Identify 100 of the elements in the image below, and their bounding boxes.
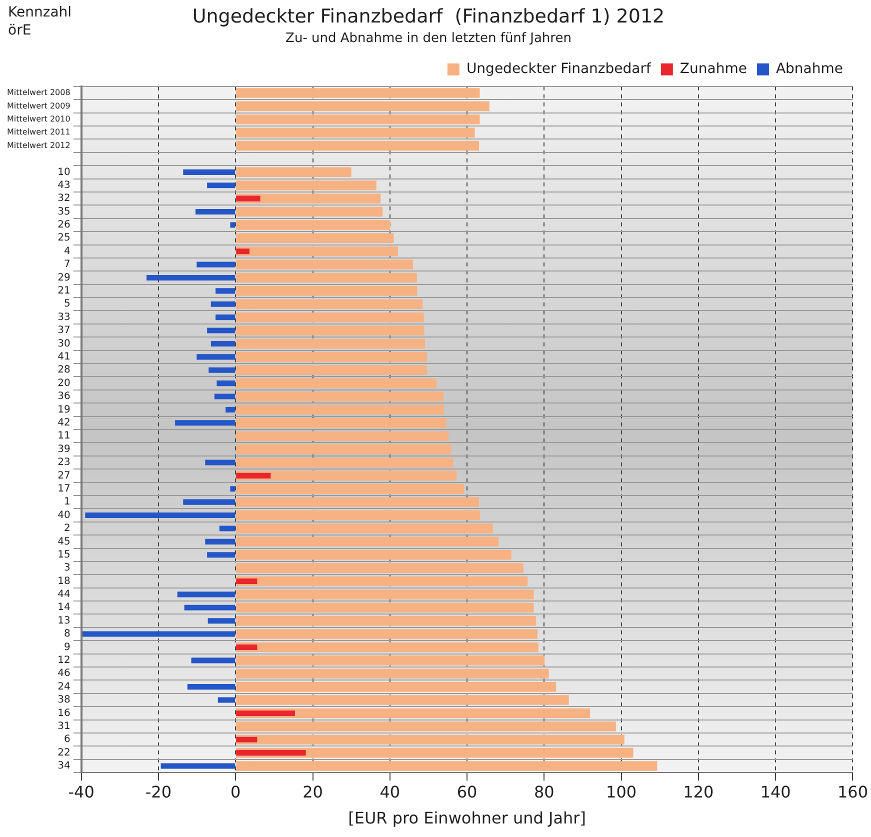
bar [236,616,536,626]
y-tick-label: 43 [58,180,70,191]
bar [216,314,236,320]
y-tick-label: 42 [58,417,70,428]
bar [187,684,236,690]
bar [196,208,236,215]
y-tick-label: 5 [64,298,70,310]
y-tick-label: 37 [58,325,70,336]
bar [196,354,236,360]
y-tick-label: Mittelwert 2012 [6,140,70,150]
bar [236,299,423,310]
x-tick-label: -40 [68,782,94,802]
y-tick-label: Mittelwert 2010 [6,114,70,124]
y-tick-label: 35 [58,206,70,218]
bar [230,486,236,492]
bar [236,695,569,705]
bar [236,644,258,650]
bar [236,761,658,771]
bar [205,460,236,466]
y-tick-label: 10 [58,166,70,178]
x-tick-label: 120 [683,782,714,802]
bar [210,301,236,307]
y-tick-label: 36 [58,391,70,402]
bar [236,524,493,534]
bar [196,262,236,268]
y-tick-label: 22 [58,747,70,758]
bar [236,431,449,441]
bar [236,352,427,362]
y-tick-label: 18 [58,576,70,587]
legend-label: Zunahme [680,61,747,78]
bar [236,710,296,716]
y-tick-label: 45 [58,536,70,548]
bar [236,497,479,507]
y-tick-label: 9 [64,642,70,653]
bar [236,312,424,322]
bar [236,750,306,756]
bar [236,642,538,652]
x-tick-label: 140 [760,782,791,802]
bar [208,367,236,373]
bar [207,328,236,334]
y-tick-label: 2 [64,523,70,534]
bar [210,340,236,346]
y-tick-label: 21 [58,286,70,297]
y-tick-label: 3 [64,562,70,574]
y-tick-label: 40 [58,510,70,521]
y-tick-label: 46 [58,668,70,680]
bar [236,510,480,520]
bar [236,180,376,190]
y-tick-label: 14 [58,602,70,614]
y-tick-label: 15 [58,549,70,560]
bar [175,420,236,426]
bar [207,182,236,188]
bar [236,196,260,202]
bar [236,338,425,349]
bar [236,140,479,151]
chart-title: Ungedeckter Finanzbedarf (Finanzbedarf 1) 2012 [192,5,665,28]
bar [226,406,236,412]
y-tick-label: 1 [64,496,70,508]
bar [236,602,534,613]
bar [236,365,427,375]
bar [236,444,452,454]
y-tick-label: 32 [58,193,70,204]
bar [236,536,499,547]
y-tick-label: Mittelwert 2009 [6,101,70,110]
bar [236,722,616,732]
y-tick-label: 11 [58,430,70,442]
bar [236,404,444,415]
bar [236,484,464,494]
bar [236,563,524,573]
bar [85,512,236,518]
x-axis-title: [EUR pro Einwohner und Jahr] [348,808,586,828]
bar [236,682,556,692]
y-tick-label: 30 [58,338,70,350]
bar [236,167,352,178]
x-tick-label: 160 [837,782,868,802]
y-tick-label: 4 [64,246,70,257]
bar [236,272,417,283]
bar [236,656,545,666]
bar [236,736,258,742]
x-tick-label: 40 [380,782,400,802]
bar [236,246,398,256]
x-tick-label: 80 [534,782,554,802]
bar [236,590,534,600]
bar [236,378,437,388]
legend-label: Ungedeckter Finanzbedarf [466,61,652,78]
y-tick-label: 16 [58,708,70,719]
bar [236,550,512,560]
bar [236,470,457,481]
bar [207,552,236,558]
y-tick-label: 17 [58,483,70,494]
y-tick-label: 38 [58,694,70,706]
bar [236,194,381,204]
y-axis-title: Kennzahl örE [8,4,72,39]
y-tick-label: 33 [58,312,70,323]
bar [236,128,475,138]
bar [236,326,424,336]
bar [236,458,454,468]
y-tick-label: 8 [64,628,70,640]
bar [82,631,236,637]
bar [214,394,236,400]
